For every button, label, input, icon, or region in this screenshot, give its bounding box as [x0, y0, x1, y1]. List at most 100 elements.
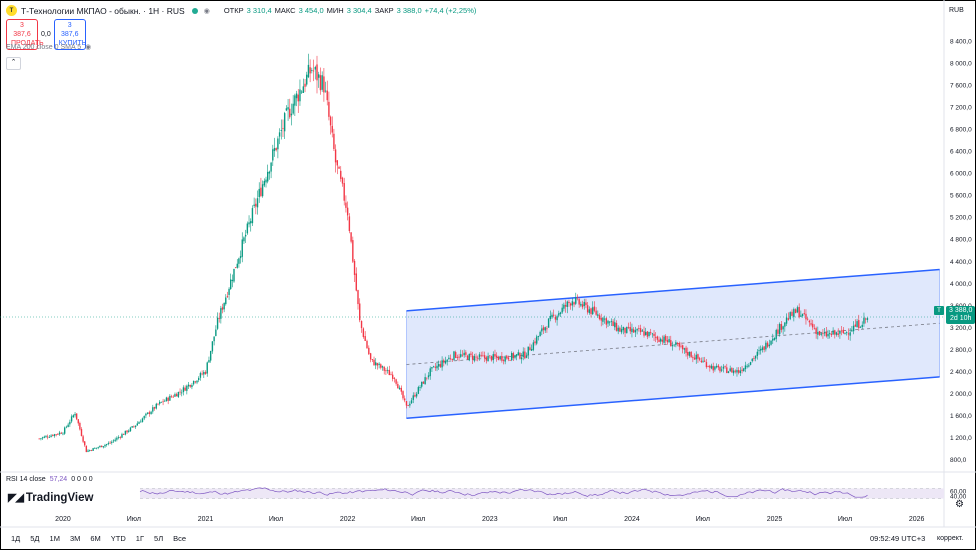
- trade-panel: 3 387,6 ПРОДАТЬ 0,0 3 387,6 КУПИТЬ: [6, 19, 86, 50]
- buy-button[interactable]: 3 387,6 КУПИТЬ: [53, 19, 86, 50]
- candle-body: [287, 107, 289, 110]
- candle-body: [270, 162, 272, 172]
- candle-body: [854, 324, 857, 327]
- candle-body: [124, 430, 127, 435]
- timeframe-1d[interactable]: 1Д: [11, 533, 21, 543]
- candle-body: [277, 138, 279, 150]
- candle-body: [314, 67, 316, 70]
- candle-body: [90, 450, 93, 451]
- candle-body: [300, 91, 303, 93]
- candle-body: [434, 366, 437, 368]
- y-axis-tick-label: 5 200,0: [950, 215, 972, 222]
- candle-body: [353, 260, 356, 275]
- chevron-up-icon[interactable]: ⌃: [6, 57, 21, 70]
- eye-icon[interactable]: ◉: [203, 7, 210, 15]
- candle-body: [198, 378, 200, 381]
- candle-body: [638, 328, 640, 329]
- x-axis-tick-label: Июл: [411, 516, 425, 523]
- candle-body: [798, 306, 800, 318]
- timeframe-1m[interactable]: 1М: [49, 533, 60, 543]
- candle-body: [768, 344, 771, 347]
- candle-body: [352, 240, 354, 262]
- candle-body: [109, 442, 111, 444]
- eye-icon[interactable]: ◉: [85, 44, 92, 51]
- candle-body: [773, 337, 776, 340]
- candle-body: [294, 95, 296, 106]
- candle-body: [622, 326, 625, 331]
- candle-body: [241, 239, 243, 257]
- candle-body: [46, 436, 49, 438]
- tradingview-logo[interactable]: ◤◢ TradingView: [8, 491, 94, 505]
- candle-body: [569, 303, 572, 306]
- candle-body: [787, 318, 790, 320]
- candle-body: [583, 301, 585, 307]
- candle-body: [319, 75, 322, 91]
- timeframe-all[interactable]: Все: [173, 533, 187, 543]
- candle-body: [203, 372, 205, 375]
- candle-body: [863, 317, 865, 324]
- candle-body: [688, 351, 691, 356]
- candle-body: [737, 370, 740, 373]
- candle-body: [778, 323, 781, 335]
- candle-body: [391, 374, 394, 379]
- timeframe-ytd[interactable]: YTD: [110, 533, 126, 543]
- candle-body: [236, 263, 238, 268]
- candle-body: [426, 377, 428, 379]
- candle-body: [658, 339, 660, 342]
- symbol-title[interactable]: Т-Технологии МКПАО - обыкн. · 1H · RUS: [21, 5, 185, 16]
- candle-body: [765, 342, 767, 350]
- candle-body: [780, 324, 783, 330]
- candle-body: [346, 207, 349, 216]
- candle-body: [663, 336, 665, 343]
- candle-body: [499, 356, 501, 360]
- candle-body: [614, 322, 616, 328]
- candle-body: [754, 355, 757, 359]
- clock-timezone[interactable]: 09:52:49 UTC+3: [870, 533, 926, 543]
- candle-body: [524, 351, 526, 359]
- candle-body: [704, 360, 706, 362]
- x-axis-tick-label: 2020: [55, 516, 71, 523]
- candle-body: [775, 329, 777, 339]
- x-axis-tick-label: 2023: [482, 516, 498, 523]
- rsi-axis-tick-label: 40,00: [950, 494, 967, 501]
- timeframe-3m[interactable]: 3М: [69, 533, 81, 543]
- candle-body: [624, 327, 626, 333]
- candle-body: [695, 354, 697, 360]
- candle-body: [655, 336, 657, 338]
- candle-body: [842, 329, 844, 334]
- adjust-toggle[interactable]: коррект.: [937, 534, 964, 542]
- candle-body: [749, 362, 752, 365]
- x-axis-tick-label: Июл: [838, 516, 852, 523]
- candle-body: [62, 433, 64, 435]
- candle-body: [421, 381, 423, 387]
- gear-icon[interactable]: ⚙: [955, 499, 964, 510]
- ema-indicator-legend[interactable]: EMA 200 close 0 SMA 5 ◉: [6, 43, 92, 52]
- timeframe-1y[interactable]: 1Г: [135, 533, 145, 543]
- candle-body: [386, 369, 389, 371]
- candle-body: [192, 380, 195, 385]
- candle-body: [206, 362, 208, 374]
- candle-body: [398, 387, 401, 390]
- rsi-axis-tick-label: 60,00: [950, 489, 967, 496]
- candle-body: [55, 434, 57, 436]
- candle-body: [324, 90, 327, 92]
- timeframe-5y[interactable]: 5Л: [154, 533, 164, 543]
- candle-body: [174, 394, 176, 397]
- sell-button[interactable]: 3 387,6 ПРОДАТЬ: [6, 19, 44, 50]
- candle-body: [355, 273, 357, 291]
- candle-body: [656, 336, 659, 340]
- candle-body: [744, 365, 747, 370]
- timeframe-6m[interactable]: 6М: [90, 533, 101, 543]
- candle-body: [84, 441, 86, 446]
- candle-body: [221, 307, 224, 310]
- candle-body: [559, 312, 562, 315]
- rsi-legend[interactable]: RSI 14 close 57,24 0 0 0 0: [6, 476, 93, 483]
- candle-body: [593, 306, 596, 311]
- candle-body: [859, 326, 862, 328]
- candle-body: [506, 355, 508, 359]
- candle-body: [485, 357, 488, 361]
- timeframe-5d[interactable]: 5Д: [30, 533, 40, 543]
- currency-label[interactable]: RUB: [949, 7, 964, 14]
- candle-body: [38, 438, 40, 440]
